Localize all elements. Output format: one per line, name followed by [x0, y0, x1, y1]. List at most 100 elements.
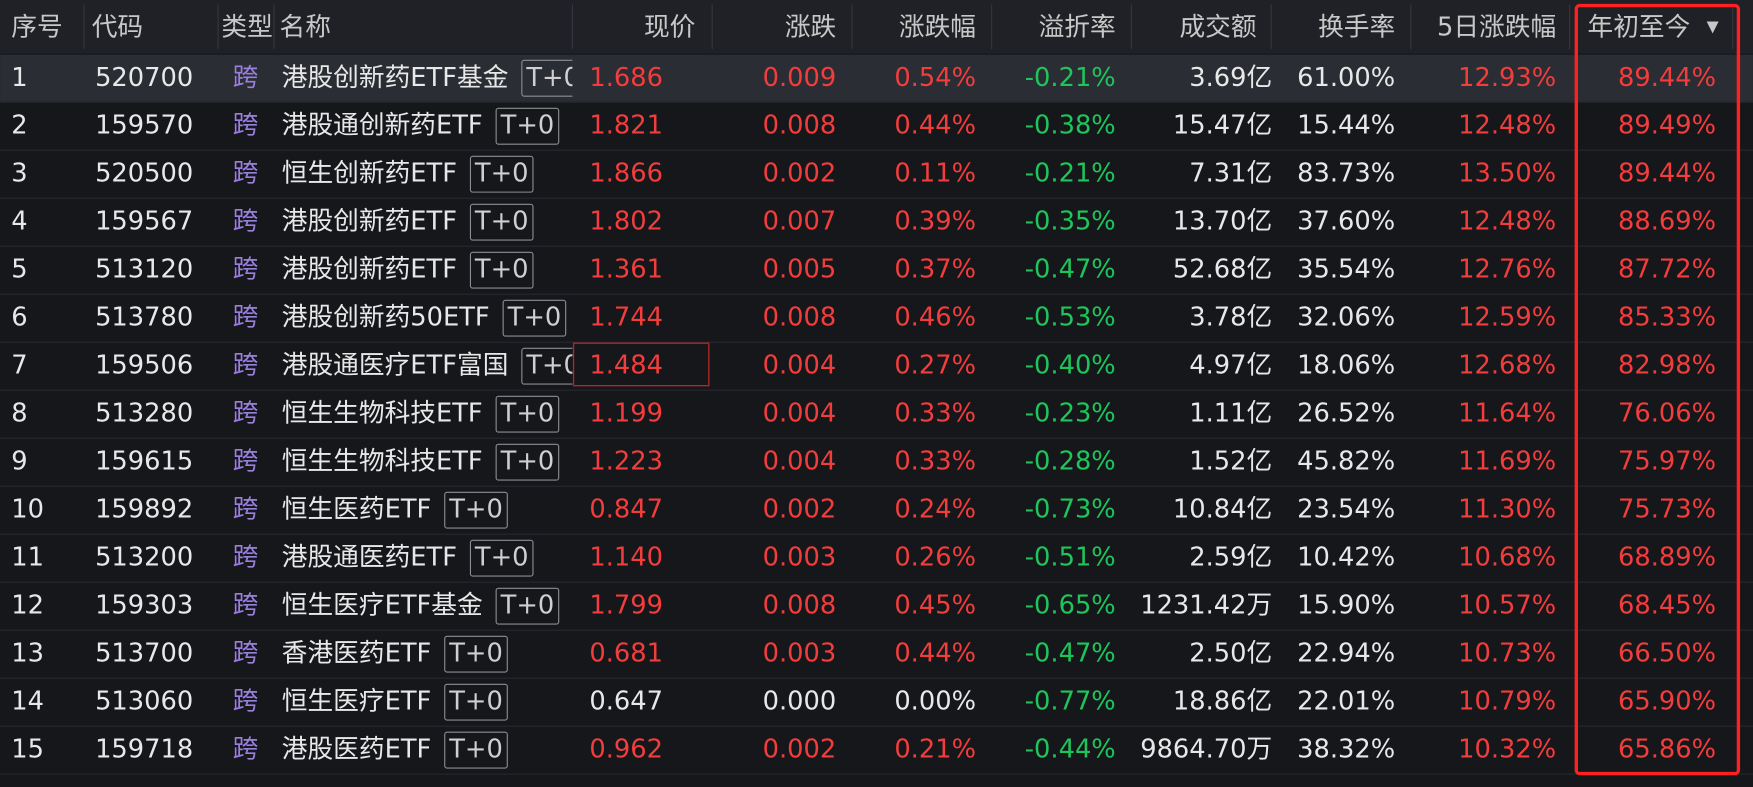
- change: 0.008: [763, 111, 837, 141]
- turnover-rate: 15.44%: [1297, 111, 1395, 141]
- trade-tag-label: T+0: [448, 735, 503, 765]
- code: 520700: [95, 63, 193, 93]
- trade-tag-box: [444, 731, 508, 769]
- price: 1.744: [589, 303, 663, 333]
- ytd-change: 75.73%: [1618, 495, 1716, 525]
- price: 1.140: [589, 543, 663, 573]
- trade-tag: T+0: [444, 635, 508, 673]
- five-day-change: 12.48%: [1458, 111, 1556, 141]
- row-index: 7: [11, 351, 27, 381]
- trade-tag-label: T+0: [525, 63, 580, 93]
- fund-name: 恒生医药ETF: [282, 495, 432, 525]
- market-type: 跨: [233, 255, 259, 285]
- ytd-change: 85.33%: [1618, 303, 1716, 333]
- market-type: 跨: [233, 351, 259, 381]
- trade-tag-label: T+0: [507, 303, 562, 333]
- change: 0.002: [763, 495, 837, 525]
- trade-tag-box: [495, 395, 560, 433]
- fund-name: 港股创新药50ETF: [282, 303, 490, 333]
- ytd-change: 68.89%: [1618, 543, 1716, 573]
- ytd-change: 66.50%: [1618, 639, 1716, 669]
- trade-tag-box: [444, 683, 508, 721]
- code: 513780: [95, 303, 193, 333]
- market-type: 跨: [233, 591, 259, 621]
- five-day-change: 12.68%: [1458, 351, 1556, 381]
- code: 159718: [95, 735, 193, 765]
- trade-tag: T+0: [469, 203, 534, 241]
- change: 0.004: [763, 399, 837, 429]
- five-day-change: 11.69%: [1458, 447, 1556, 477]
- turnover-amount: 2.59亿: [1189, 543, 1272, 573]
- turnover-amount: 2.50亿: [1189, 639, 1272, 669]
- change-pct: 0.37%: [894, 255, 976, 285]
- price: 0.962: [589, 735, 663, 765]
- trade-tag: T+0: [469, 155, 534, 193]
- change-pct: 0.27%: [894, 351, 976, 381]
- change: 0.003: [763, 543, 837, 573]
- ytd-change: 65.90%: [1618, 687, 1716, 717]
- trade-tag: T+0: [444, 683, 508, 721]
- turnover-rate: 37.60%: [1297, 207, 1395, 237]
- five-day-change: 10.57%: [1458, 591, 1556, 621]
- trade-tag: T+0: [469, 539, 534, 577]
- price: 1.223: [589, 447, 663, 477]
- trade-tag: T+0: [469, 251, 534, 289]
- row-index: 9: [11, 447, 27, 477]
- code: 159303: [95, 591, 193, 621]
- trade-tag-label: T+0: [474, 255, 529, 285]
- turnover-amount: 1.11亿: [1189, 399, 1272, 429]
- trade-tag-box: [469, 539, 534, 577]
- ytd-change: 87.72%: [1618, 255, 1716, 285]
- turnover-rate: 15.90%: [1297, 591, 1395, 621]
- trade-tag-box: [469, 203, 534, 241]
- selected-row: [0, 54, 1753, 102]
- change: 0.004: [763, 447, 837, 477]
- row-index: 2: [11, 111, 27, 141]
- fund-name: 恒生生物科技ETF: [282, 399, 483, 429]
- turnover-rate: 10.42%: [1297, 543, 1395, 573]
- trade-tag: T+0: [495, 443, 560, 481]
- turnover-rate: 61.00%: [1297, 63, 1395, 93]
- price: 0.847: [589, 495, 663, 525]
- trade-tag: T+0: [444, 491, 508, 529]
- fund-name: 港股创新药ETF: [282, 207, 457, 237]
- price: 1.799: [589, 591, 663, 621]
- row-index: 13: [11, 639, 44, 669]
- premium-rate: -0.51%: [1025, 543, 1116, 573]
- ytd-change: 88.69%: [1618, 207, 1716, 237]
- turnover-amount: 18.86亿: [1173, 687, 1272, 717]
- premium-rate: -0.65%: [1025, 591, 1116, 621]
- trade-tag-box: [502, 299, 567, 337]
- premium-rate: -0.44%: [1025, 735, 1116, 765]
- trade-tag-label: T+0: [474, 159, 529, 189]
- column-header: 类型: [221, 12, 272, 42]
- market-type: 跨: [233, 399, 259, 429]
- code: 520500: [95, 159, 193, 189]
- trade-tag: T+0: [495, 395, 560, 433]
- trade-tag: T+0: [495, 587, 560, 625]
- turnover-amount: 3.78亿: [1189, 303, 1272, 333]
- ytd-change: 68.45%: [1618, 591, 1716, 621]
- trade-tag-box: [495, 107, 560, 145]
- column-header: 年初至今: [1588, 12, 1691, 42]
- change-pct: 0.44%: [894, 639, 976, 669]
- cell-focus: [572, 342, 710, 387]
- change-pct: 0.11%: [894, 159, 976, 189]
- code: 159892: [95, 495, 193, 525]
- row-index: 5: [11, 255, 27, 285]
- column-header: 涨跌幅: [899, 12, 976, 42]
- change-pct: 0.33%: [894, 399, 976, 429]
- market-type: 跨: [233, 207, 259, 237]
- trade-tag-label: T+0: [525, 351, 580, 381]
- fund-name: 恒生创新药ETF: [282, 159, 457, 189]
- five-day-change: 10.73%: [1458, 639, 1556, 669]
- five-day-change: 12.59%: [1458, 303, 1556, 333]
- market-type: 跨: [233, 63, 259, 93]
- trade-tag-box: [495, 443, 560, 481]
- five-day-change: 11.30%: [1458, 495, 1556, 525]
- turnover-amount: 1.52亿: [1189, 447, 1272, 477]
- column-header: 序号: [11, 12, 62, 42]
- five-day-change: 12.76%: [1458, 255, 1556, 285]
- change-pct: 0.00%: [894, 687, 976, 717]
- price: 1.802: [589, 207, 663, 237]
